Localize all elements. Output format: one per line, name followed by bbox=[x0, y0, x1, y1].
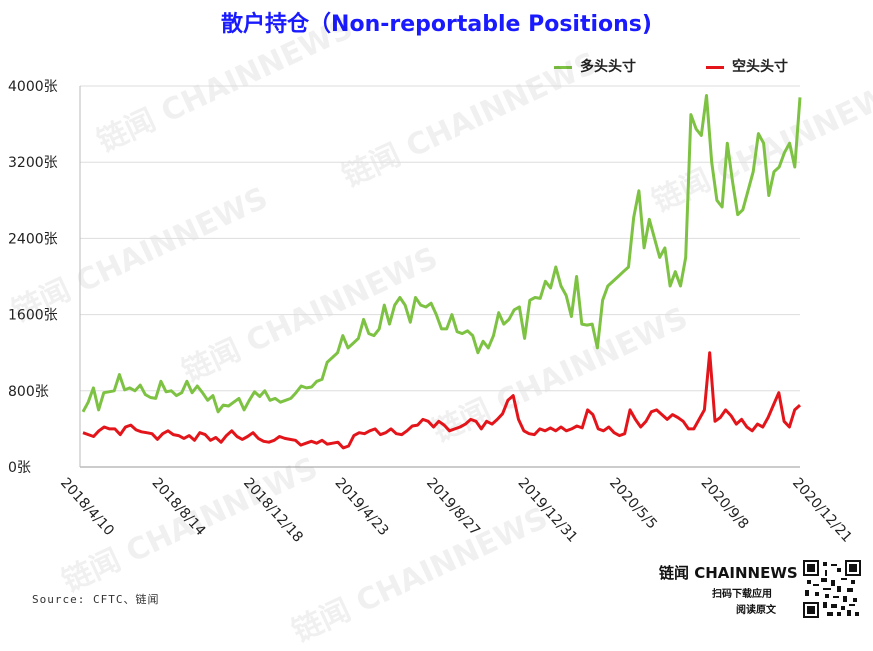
legend-short: 空头头寸 bbox=[706, 56, 788, 76]
brand-logo: 链闻 CHAINNEWS bbox=[659, 564, 798, 582]
x-tick-label: 2018/4/10 bbox=[57, 475, 117, 539]
series-line-long bbox=[81, 94, 802, 414]
legend-long-swatch bbox=[554, 65, 572, 69]
x-tick-label: 2018/12/18 bbox=[240, 475, 306, 546]
brand-read: 阅读原文 bbox=[736, 605, 776, 616]
series-line-short bbox=[82, 351, 802, 450]
x-tick-label: 2020/9/8 bbox=[698, 475, 752, 532]
x-tick-label: 2020/12/21 bbox=[789, 475, 855, 546]
y-tick-label: 1600张 bbox=[8, 308, 58, 324]
x-tick-label: 2019/4/23 bbox=[332, 475, 392, 539]
y-tick-label: 3200张 bbox=[8, 155, 58, 171]
x-tick-label: 2020/5/5 bbox=[606, 475, 660, 532]
chart-title: 散户持仓（Non-reportable Positions) bbox=[221, 12, 652, 37]
legend-long: 多头头寸 bbox=[554, 56, 636, 76]
y-tick-label: 2400张 bbox=[8, 231, 58, 247]
y-tick-label: 4000张 bbox=[8, 79, 58, 95]
x-tick-label: 2019/12/31 bbox=[515, 475, 581, 546]
x-tick-label: 2019/8/27 bbox=[423, 475, 483, 539]
legend-long-label: 多头头寸 bbox=[580, 59, 636, 75]
y-tick-label: 0张 bbox=[8, 460, 31, 476]
line-chart: 0张 800张 1600张 2400张 3200张 4000张 2018/4/10 2018/… bbox=[8, 79, 855, 546]
source-note: Source: CFTC、链闻 bbox=[32, 593, 160, 606]
qr-code[interactable] bbox=[803, 560, 861, 618]
legend-short-swatch bbox=[706, 65, 724, 69]
y-tick-label: 800张 bbox=[8, 384, 49, 400]
brand-download: 扫码下载应用 bbox=[712, 589, 772, 600]
x-tick-label: 2018/8/14 bbox=[149, 475, 209, 539]
legend-short-label: 空头头寸 bbox=[732, 59, 788, 75]
